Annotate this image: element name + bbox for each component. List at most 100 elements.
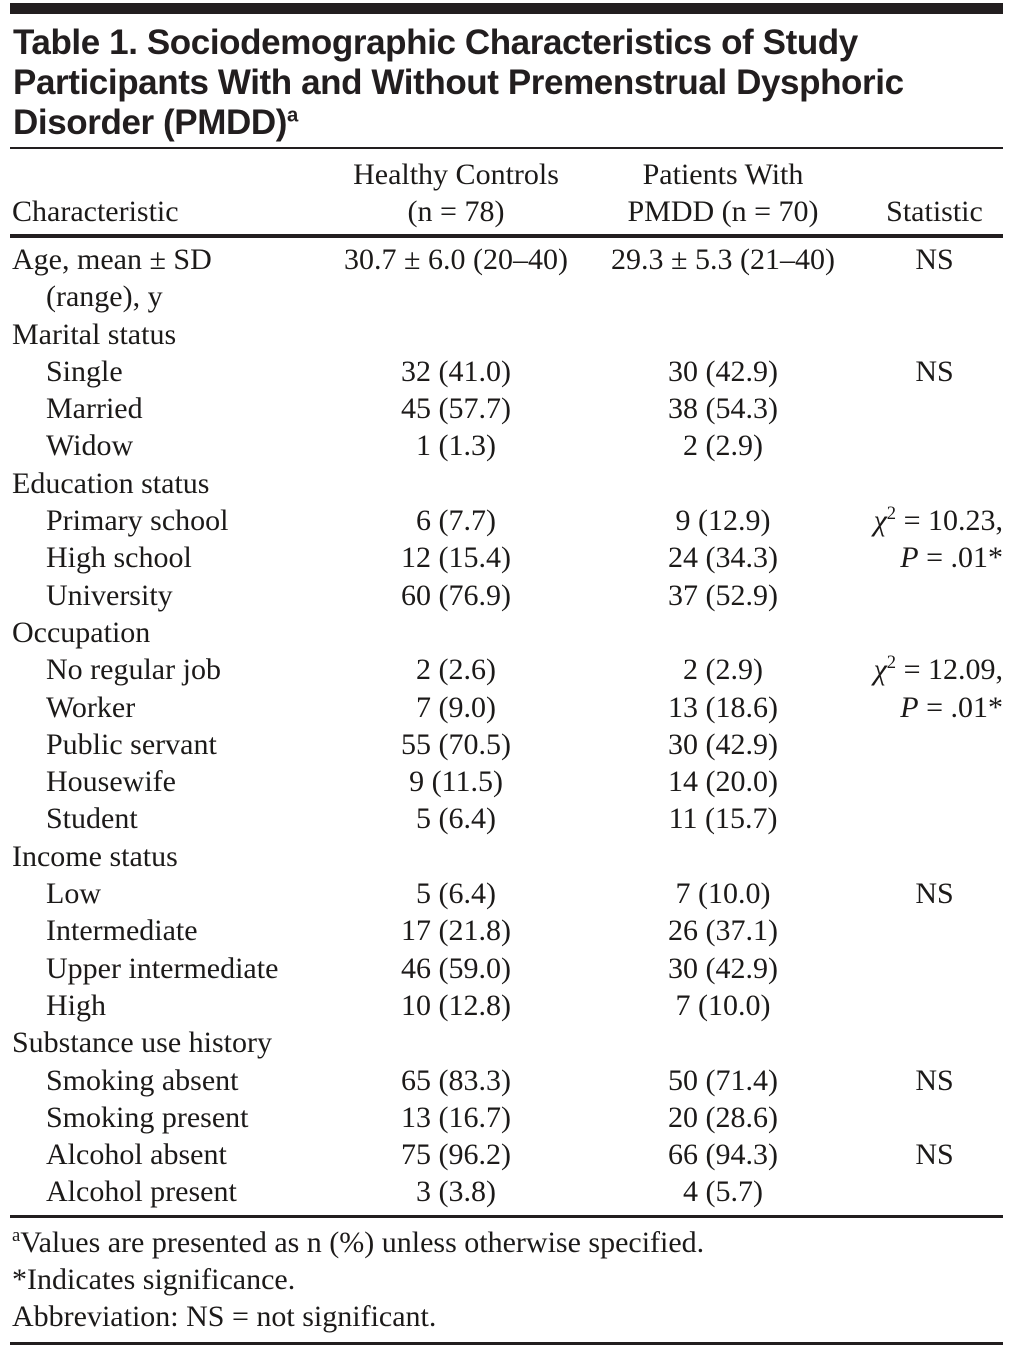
healthy-controls-cell: 75 (96.2) [401, 1138, 511, 1172]
table-row: Age, mean ± SD (range), y 30.7 ± 6.0 (20–… [10, 241, 1003, 316]
top-rule [10, 3, 1003, 14]
characteristic-cell: Worker [46, 690, 136, 724]
pmdd-cell: 2 (2.9) [683, 653, 763, 687]
characteristic-cell: Primary school [46, 504, 229, 538]
title-line-3: Disorder (PMDD)a [13, 103, 298, 142]
healthy-controls-cell: 17 (21.8) [401, 914, 511, 948]
pmdd-cell: 30 (42.9) [668, 951, 778, 985]
healthy-controls-cell: 1 (1.3) [416, 429, 496, 463]
footnote-marker-a: a [12, 1224, 21, 1246]
pmdd-cell: 13 (18.6) [668, 690, 778, 724]
characteristic-cell: Student [46, 802, 138, 836]
table-row: Worker 7 (9.0) 13 (18.6) P = .01* [10, 689, 1003, 726]
body-divider [10, 1214, 1003, 1218]
header-divider [10, 234, 1003, 238]
title-line-1: Table 1. Sociodemographic Characteristic… [13, 23, 858, 62]
healthy-controls-cell: 30.7 ± 6.0 (20–40) [344, 243, 568, 276]
characteristic-cell: Married [46, 392, 143, 426]
characteristic-cell: Alcohol present [46, 1175, 237, 1209]
healthy-controls-cell: 46 (59.0) [401, 951, 511, 985]
characteristic-cell: Age, mean ± SD (range), y [12, 243, 212, 314]
p-value-symbol: P [900, 541, 919, 575]
healthy-controls-cell: 5 (6.4) [416, 877, 496, 911]
pmdd-cell: 24 (34.3) [668, 541, 778, 575]
characteristic-cell: Single [46, 354, 123, 388]
table-row: Smoking absent 65 (83.3) 50 (71.4) NS [10, 1062, 1003, 1099]
characteristic-cell: Housewife [46, 765, 176, 799]
characteristic-cell: Upper intermediate [46, 951, 279, 985]
characteristic-cell: No regular job [46, 653, 221, 687]
characteristic-cell: Smoking present [46, 1100, 249, 1134]
table-row: Widow 1 (1.3) 2 (2.9) [10, 427, 1003, 464]
healthy-controls-cell: 10 (12.8) [401, 988, 511, 1022]
characteristic-cell: Widow [46, 429, 134, 463]
pmdd-cell: 30 (42.9) [668, 354, 778, 388]
table-row: Alcohol absent 75 (96.2) 66 (94.3) NS [10, 1136, 1003, 1173]
pmdd-cell: 7 (10.0) [675, 877, 771, 911]
healthy-controls-cell: 65 (83.3) [401, 1063, 511, 1097]
characteristic-cell: Smoking absent [46, 1063, 239, 1097]
healthy-controls-cell: 32 (41.0) [401, 354, 511, 388]
chi-symbol: χ [873, 653, 887, 687]
healthy-controls-cell: 6 (7.7) [416, 504, 496, 538]
footnotes: aValues are presented as n (%) unless ot… [10, 1218, 1003, 1335]
table-row: High school 12 (15.4) 24 (34.3) P = .01* [10, 539, 1003, 576]
footnote-values: aValues are presented as n (%) unless ot… [12, 1224, 705, 1259]
footnote-abbreviation: Abbreviation: NS = not significant. [12, 1299, 437, 1333]
table-body: Age, mean ± SD (range), y 30.7 ± 6.0 (20–… [10, 238, 1003, 1211]
pmdd-cell: 9 (12.9) [675, 504, 771, 538]
column-header-characteristic: Characteristic [12, 195, 179, 228]
p-value-symbol: P [900, 690, 919, 724]
table-row: High 10 (12.8) 7 (10.0) [10, 987, 1003, 1024]
table-row: Intermediate 17 (21.8) 26 (37.1) [10, 912, 1003, 949]
statistic-cell: P = .01* [900, 541, 1003, 575]
statistic-cell: P = .01* [900, 690, 1003, 724]
healthy-controls-cell: 9 (11.5) [409, 765, 503, 799]
table-row: Smoking present 13 (16.7) 20 (28.6) [10, 1099, 1003, 1136]
table-row: Primary school 6 (7.7) 9 (12.9) χ2 = 10.… [10, 502, 1003, 539]
characteristic-cell: Occupation [12, 615, 151, 649]
table-row: Housewife 9 (11.5) 14 (20.0) [10, 763, 1003, 800]
pmdd-cell: 14 (20.0) [668, 765, 778, 799]
characteristic-cell: High [46, 988, 106, 1022]
column-header-healthy-controls: Healthy Controls (n = 78) [353, 158, 559, 228]
title-line-2: Participants With and Without Premenstru… [13, 63, 904, 102]
pmdd-cell: 7 (10.0) [675, 988, 771, 1022]
pmdd-cell: 66 (94.3) [668, 1138, 778, 1172]
bottom-rule [10, 1341, 1003, 1345]
characteristic-cell: Income status [12, 839, 178, 873]
section-row: Occupation [10, 614, 1003, 651]
characteristic-cell: Public servant [46, 727, 217, 761]
table-row: No regular job 2 (2.6) 2 (2.9) χ2 = 12.0… [10, 651, 1003, 688]
table-row: Upper intermediate 46 (59.0) 30 (42.9) [10, 950, 1003, 987]
section-row: Marital status [10, 316, 1003, 353]
pmdd-cell: 37 (52.9) [668, 578, 778, 612]
page-title: Table 1. Sociodemographic Characteristic… [13, 23, 1003, 143]
statistic-cell: NS [915, 1138, 954, 1172]
statistic-cell: NS [915, 243, 954, 276]
statistic-cell: NS [915, 1063, 954, 1097]
characteristic-cell: Low [46, 877, 101, 911]
healthy-controls-cell: 55 (70.5) [401, 727, 511, 761]
pmdd-cell: 26 (37.1) [668, 914, 778, 948]
healthy-controls-cell: 12 (15.4) [401, 541, 511, 575]
title-divider [10, 147, 1003, 149]
characteristic-cell: Alcohol absent [46, 1138, 227, 1172]
pmdd-cell: 29.3 ± 5.3 (21–40) [611, 243, 835, 276]
section-row: Substance use history [10, 1024, 1003, 1061]
healthy-controls-cell: 3 (3.8) [416, 1175, 496, 1209]
statistic-cell: NS [915, 877, 954, 911]
table-row: Student 5 (6.4) 11 (15.7) [10, 800, 1003, 837]
table-row: Married 45 (57.7) 38 (54.3) [10, 390, 1003, 427]
section-row: Income status [10, 838, 1003, 875]
pmdd-cell: 20 (28.6) [668, 1100, 778, 1134]
healthy-controls-cell: 2 (2.6) [416, 653, 496, 687]
characteristic-cell: Intermediate [46, 914, 198, 948]
pmdd-cell: 2 (2.9) [683, 429, 763, 463]
table-row: Alcohol present 3 (3.8) 4 (5.7) [10, 1173, 1003, 1210]
pmdd-cell: 38 (54.3) [668, 392, 778, 426]
table-row: Low 5 (6.4) 7 (10.0) NS [10, 875, 1003, 912]
statistic-cell: χ2 = 12.09, [873, 652, 1003, 687]
healthy-controls-cell: 5 (6.4) [416, 802, 496, 836]
